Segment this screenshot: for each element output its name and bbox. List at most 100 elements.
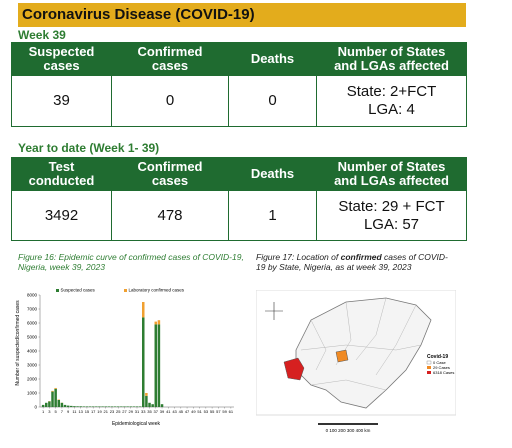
x-tick-label: 59 [222,409,227,414]
x-tick-label: 49 [191,409,196,414]
col-header: Suspected cases [11,42,112,76]
bar [41,404,45,407]
bar [123,406,126,407]
x-tick-label: 9 [67,409,70,414]
legend-swatch [427,366,431,369]
y-tick-label: 7000 [27,307,38,312]
cell: 0 [111,75,229,127]
country-outline [295,297,432,409]
states: State: 29 + FCT [338,197,445,215]
col-header: Test conducted [11,157,112,191]
x-tick-label: 41 [166,409,171,414]
bar [132,406,136,407]
bar [154,324,158,407]
x-tick-label: 25 [116,409,121,414]
bar [142,317,145,407]
cell: 1 [228,190,317,241]
x-tick-label: 27 [122,409,127,414]
legend-swatch [426,360,432,365]
x-tick-label: 35 [147,409,152,414]
x-tick-label: 43 [172,409,177,414]
x-tick-label: 5 [55,409,58,414]
bar [116,406,120,407]
x-tick-label: 3 [48,409,51,414]
y-tick-label: 8000 [27,293,38,298]
bar [135,406,139,407]
bar [76,406,79,407]
bar [66,405,70,407]
bar [95,406,98,407]
x-tick-label: 37 [154,409,159,414]
bar [148,402,151,407]
week-table: Suspected cases Confirmed cases Deaths Numb… [11,42,467,127]
bar [154,321,158,325]
bar [160,404,164,407]
x-tick-label: 17 [91,409,96,414]
bar [145,395,148,407]
x-tick-label: 39 [160,409,165,414]
bar [63,404,67,407]
cell: 39 [11,75,112,127]
mid-state [335,349,349,363]
legend-swatch [124,289,127,292]
lgas: LGA: 4 [368,101,415,118]
bar [107,406,111,407]
bar [45,402,48,407]
x-tick-label: 53 [204,409,209,414]
x-tick-label: 29 [129,409,134,414]
bar [51,390,54,392]
x-tick-label: 21 [103,409,108,414]
x-tick-label: 47 [185,409,190,414]
legend-label: Suspected cases [61,288,96,293]
bar [91,406,95,407]
x-tick-label: 1 [42,409,45,414]
section-title: Week 39 [18,28,66,42]
legend-title: Covid-19 [427,354,448,360]
x-tick-label: 15 [85,409,90,414]
bar [129,406,132,407]
col-header: Confirmed cases [111,157,229,191]
bar [98,406,101,407]
bar [110,406,114,407]
bar [145,393,148,396]
y-tick-label: 0 [34,405,37,410]
y-tick-label: 2000 [27,377,38,382]
bar [54,388,57,407]
y-axis-label: Number of suspected/confirmed cases [15,300,21,386]
bar [101,406,104,407]
col-header: Number of States and LGAs affected [316,42,467,76]
figure-caption: Figure 17: Location of confirmed cases o… [256,252,456,272]
y-tick-label: 1000 [27,391,38,396]
x-tick-label: 51 [197,409,202,414]
x-tick-label: 23 [110,409,115,414]
legend-swatch [56,289,59,292]
bar [57,400,61,407]
bar [54,387,57,389]
legend-label: Laboratory confirmed cases [129,288,185,293]
x-axis-label: Epidemiological week [112,421,161,427]
bar [113,406,117,407]
col-header: Deaths [228,42,317,76]
bar [82,406,86,407]
bar [79,406,82,407]
cell: 3492 [11,190,112,241]
compass [265,302,283,320]
bar [85,406,89,407]
legend-label: 29 Cases [433,365,450,370]
y-tick-label: 5000 [27,335,38,340]
scale-bar [318,423,378,425]
lgas: LGA: 57 [363,215,420,233]
bar [142,302,145,318]
chart: Number of suspected/confirmed cases Epid… [15,288,234,427]
caption-part: confirmed [340,252,382,262]
header-title: Coronavirus Disease (COVID-19) [18,3,466,27]
caption-part: Figure 17: Location of [256,252,341,262]
caption-part: cases of COVID-19 by State, Nigeria, as … [256,252,448,272]
y-tick-label: 3000 [27,363,38,368]
col-header: Deaths [228,157,317,191]
x-tick-label: 57 [216,409,221,414]
bar [138,406,142,407]
section-title: Year to date (Week 1- 39) [18,141,160,155]
x-tick-label: 31 [135,409,140,414]
